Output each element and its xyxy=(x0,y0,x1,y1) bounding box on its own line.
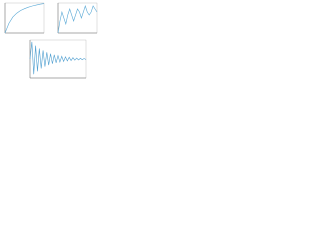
figure xyxy=(4,2,98,79)
line-series xyxy=(29,41,87,75)
line-series xyxy=(4,3,45,34)
plot-frame xyxy=(4,2,45,34)
line-series xyxy=(57,5,98,34)
page: {"chart_data": [ {"type": "line", "x": [… xyxy=(0,0,100,81)
